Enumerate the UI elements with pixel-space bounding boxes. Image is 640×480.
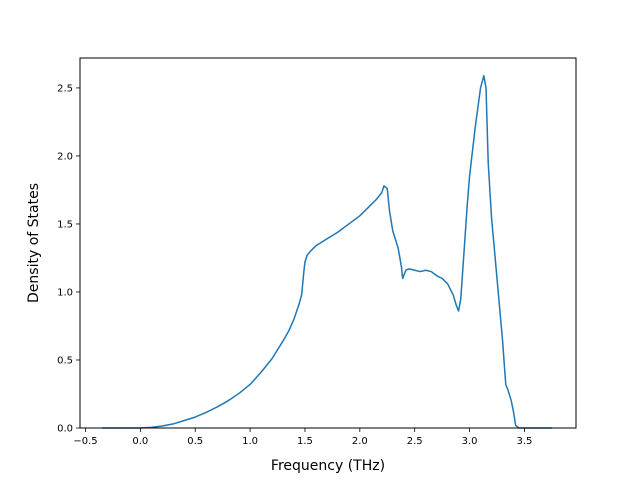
y-axis-label: Density of States [26,183,42,303]
x-tick-label: 3.5 [516,436,532,447]
x-tick-label: 1.0 [242,436,258,447]
axes-frame [79,57,577,429]
dos-series-line [101,74,552,429]
y-tick-label: 0.5 [57,355,73,366]
x-tick-label: 3.0 [462,436,478,447]
x-tick-label: 0.0 [132,436,148,447]
x-tick-label: 1.5 [297,436,313,447]
y-tick-label: 2.5 [57,83,73,94]
x-tick-label: 2.0 [352,436,368,447]
x-tick-label: 0.5 [187,436,203,447]
y-tick-label: 1.0 [57,287,73,298]
x-tick-label: −0.5 [73,436,97,447]
y-tick-label: 2.0 [57,151,73,162]
plot-area [101,74,552,429]
y-tick-label: 1.5 [57,219,73,230]
axis-ticks: −0.5 0.0 0.5 1.0 1.5 2.0 2.5 3.0 3.50.00.51.01.5… [57,83,532,447]
y-tick-label: 0.0 [57,424,73,435]
x-axis-label: Frequency (THz) [271,458,385,474]
x-tick-label: 2.5 [407,436,423,447]
